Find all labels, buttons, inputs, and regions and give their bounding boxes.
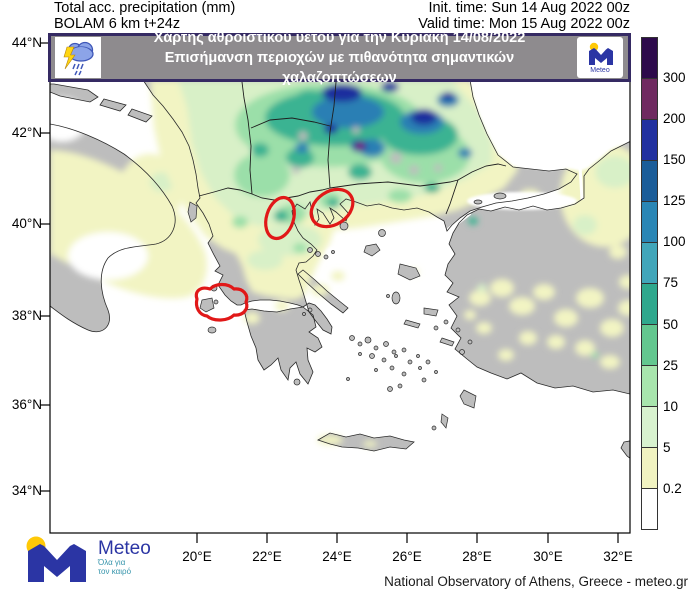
colorbar-segment <box>642 366 657 407</box>
lat-label-42n: 42°N <box>11 125 42 140</box>
colorbar-label: 125 <box>663 193 686 208</box>
colorbar-label: 75 <box>663 275 679 290</box>
hail-risk-region-2 <box>309 187 355 229</box>
colorbar-label: 100 <box>663 234 686 249</box>
init-time-label: Init. time: Sun 14 Aug 2022 00z <box>428 0 630 16</box>
colorbar-segment <box>642 202 657 243</box>
footer-meteo-logo: Meteo Όλα για τον καιρό <box>18 530 151 586</box>
header-product-block: Total acc. precipitation (mm) BOLAM 6 km… <box>54 0 236 32</box>
colorbar-segment <box>642 407 657 448</box>
colorbar-segment <box>642 243 657 284</box>
lat-label-38n: 38°N <box>11 308 42 323</box>
meteo-logo-text: Meteo <box>98 538 151 559</box>
thunderstorm-icon <box>63 41 94 76</box>
lat-label-36n: 36°N <box>11 397 42 412</box>
banner-meteo-label: Meteo <box>590 66 610 74</box>
hail-highlight-regions <box>194 187 355 322</box>
header-time-block: Init. time: Sun 14 Aug 2022 00z Valid ti… <box>418 0 630 32</box>
storm-icon-box <box>55 37 101 78</box>
banner-title: Χάρτης αθροιστικού υετού για την Κυριακή… <box>107 30 572 86</box>
meteo-logo-tagline-line2: τον καιρό <box>98 566 132 576</box>
lat-label-44n: 44°N <box>11 35 42 50</box>
colorbar-segment <box>642 38 657 79</box>
meteo-m-icon <box>589 42 613 65</box>
attribution-text: National Observatory of Athens, Greece -… <box>384 574 688 589</box>
colorbar-segment <box>642 79 657 120</box>
lon-label-30e: 30°E <box>533 549 563 564</box>
meteo-logo-icon <box>26 536 86 582</box>
colorbar-segment <box>642 161 657 202</box>
valid-time-label: Valid time: Mon 15 Aug 2022 00z <box>418 15 630 32</box>
lon-label-24e: 24°E <box>322 549 352 564</box>
hail-risk-region-1 <box>264 195 296 241</box>
colorbar-segment <box>642 325 657 366</box>
title-banner: Χάρτης αθροιστικού υετού για την Κυριακή… <box>48 30 631 86</box>
lon-label-26e: 26°E <box>392 549 422 564</box>
model-run-label: BOLAM 6 km t+24z <box>54 15 181 32</box>
colorbar-segment <box>642 284 657 325</box>
lat-label-40n: 40°N <box>11 216 42 231</box>
colorbar-label: 150 <box>663 152 686 167</box>
banner-meteo-logo: Meteo <box>577 37 623 78</box>
precipitation-colorbar <box>641 37 658 530</box>
colorbar-label: 5 <box>663 440 671 455</box>
banner-title-line1: Χάρτης αθροιστικού υετού για την Κυριακή… <box>153 29 526 46</box>
axis-ticks <box>40 42 619 543</box>
banner-title-line2: Επισήμανση περιοχών με πιθανότητα σημαντ… <box>164 49 515 86</box>
colorbar-label: 50 <box>663 317 679 332</box>
colorbar-label: 200 <box>663 111 686 126</box>
lon-label-22e: 22°E <box>252 549 282 564</box>
lat-label-34n: 34°N <box>11 483 42 498</box>
lon-label-32e: 32°E <box>603 549 633 564</box>
meteo-logo-tagline-line1: Όλα για <box>98 558 126 567</box>
hail-risk-region-3 <box>194 282 249 322</box>
colorbar-segment <box>642 489 657 529</box>
lon-label-28e: 28°E <box>462 549 492 564</box>
colorbar-segment <box>642 120 657 161</box>
colorbar-label: 0.2 <box>663 481 682 496</box>
product-title: Total acc. precipitation (mm) <box>54 0 236 16</box>
colorbar-label: 300 <box>663 70 686 85</box>
colorbar-segment <box>642 448 657 489</box>
lon-label-20e: 20°E <box>182 549 212 564</box>
border-layer <box>198 81 507 215</box>
islands-layer <box>187 192 507 431</box>
colorbar-label: 10 <box>663 399 679 414</box>
colorbar-label: 25 <box>663 358 679 373</box>
